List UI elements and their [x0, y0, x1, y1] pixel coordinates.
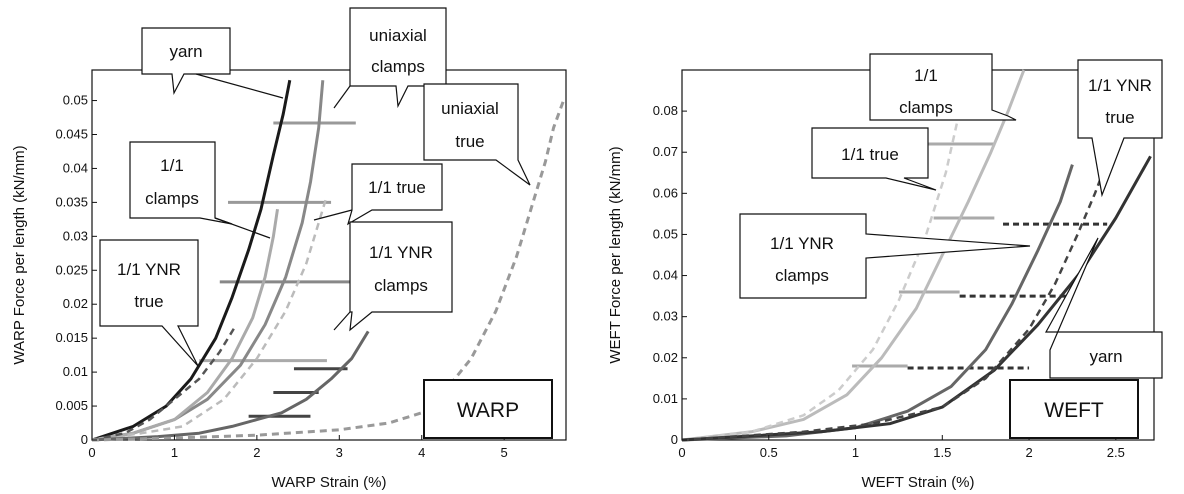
warp-series-0-line — [91, 79, 292, 442]
weft-y-axis-label: WEFT Force per length (kN/mm) — [607, 146, 624, 363]
weft-y-tick-label-4: 0.04 — [653, 268, 678, 283]
warp-y-tick-label-3: 0.015 — [55, 330, 88, 345]
warp-series-6-line — [91, 100, 565, 442]
callout-1-1-ynr-clamps-text-1: 1/1 YNR — [369, 243, 433, 262]
callout-weft-yarn-text: yarn — [1089, 347, 1122, 366]
callout-weft-1-1-clamps-text-1: 1/1 — [914, 66, 938, 85]
weft-y-tick-label-6: 0.06 — [653, 185, 678, 200]
weft-y-tick-label-5: 0.05 — [653, 226, 678, 241]
callout-1-1-ynr-true: 1/1 YNR true — [99, 239, 199, 367]
callout-yarn-text: yarn — [169, 42, 202, 61]
warp-y-tick-label-5: 0.025 — [55, 262, 88, 277]
callout-uniaxial-clamps-text-1: uniaxial — [369, 26, 427, 45]
weft-x-tick-label-0: 0 — [678, 445, 685, 460]
warp-y-tick-label-4: 0.02 — [63, 296, 88, 311]
weft-x-tick-label-3: 1.5 — [933, 445, 951, 460]
callout-weft-yarn: yarn — [1044, 237, 1163, 379]
callout-1-1-ynr-clamps-text-2: clamps — [374, 276, 428, 295]
callout-uniaxial-true-text-2: true — [455, 132, 484, 151]
callout-weft-1-1-ynr-clamps-text-1: 1/1 YNR — [770, 234, 834, 253]
warp-series-2-line — [91, 208, 279, 442]
callout-uniaxial-clamps: uniaxial clamps — [333, 7, 447, 109]
warp-y-axis-label: WARP Force per length (kN/mm) — [11, 145, 28, 364]
callout-uniaxial-clamps-text-2: clamps — [371, 57, 425, 76]
callout-weft-1-1-true: 1/1 true — [811, 127, 937, 191]
warp-y-tick-label-7: 0.035 — [55, 194, 88, 209]
callout-weft-1-1-ynr-true-text-1: 1/1 YNR — [1088, 76, 1152, 95]
warp-y-tick-label-0: 0 — [81, 432, 88, 447]
weft-panel-label: WEFT — [1044, 399, 1104, 422]
callout-1-1-clamps-text-1: 1/1 — [160, 156, 184, 175]
warp-x-tick-label-1: 1 — [171, 445, 178, 460]
warp-x-axis-label: WARP Strain (%) — [271, 474, 386, 491]
weft-y-tick-label-2: 0.02 — [653, 350, 678, 365]
warp-series-4-line — [91, 330, 370, 442]
weft-x-tick-label-4: 2 — [1025, 445, 1032, 460]
weft-x-tick-label-1: 0.5 — [760, 445, 778, 460]
callout-yarn: yarn — [141, 27, 284, 99]
callout-weft-1-1-clamps-text-2: clamps — [899, 98, 953, 117]
weft-series-1-line — [681, 110, 961, 442]
callout-uniaxial-true-text-1: uniaxial — [441, 99, 499, 118]
weft-series-4-line — [681, 77, 1138, 442]
callout-1-1-true-text: 1/1 true — [368, 178, 426, 197]
weft-y-tick-label-1: 0.01 — [653, 391, 678, 406]
warp-y-tick-label-8: 0.04 — [63, 160, 88, 175]
weft-x-axis-label: WEFT Strain (%) — [861, 474, 974, 491]
weft-y-tick-label-0: 0 — [671, 432, 678, 447]
weft-x-tick-label-5: 2.5 — [1107, 445, 1125, 460]
callout-uniaxial-true: uniaxial true — [423, 83, 531, 186]
weft-y-tick-label-8: 0.08 — [653, 103, 678, 118]
warp-x-tick-label-5: 5 — [501, 445, 508, 460]
weft-panel-label-box: WEFT — [1009, 379, 1139, 439]
warp-x-tick-label-3: 3 — [336, 445, 343, 460]
warp-y-tick-label-1: 0.005 — [55, 398, 88, 413]
callout-1-1-ynr-true-text-1: 1/1 YNR — [117, 260, 181, 279]
weft-series-0-line — [681, 69, 1026, 442]
warp-y-tick-label-2: 0.01 — [63, 364, 88, 379]
weft-y-tick-label-3: 0.03 — [653, 309, 678, 324]
callout-weft-1-1-clamps: 1/1 clamps — [869, 53, 1017, 121]
warp-y-tick-label-6: 0.03 — [63, 228, 88, 243]
callout-1-1-clamps: 1/1 clamps — [129, 141, 271, 239]
warp-series-3-line — [91, 195, 329, 442]
warp-x-tick-label-2: 2 — [253, 445, 260, 460]
callout-weft-1-1-true-text: 1/1 true — [841, 145, 899, 164]
warp-series-5-line — [91, 323, 238, 442]
warp-panel-label-box: WARP — [423, 379, 553, 439]
callout-1-1-clamps-text-2: clamps — [145, 189, 199, 208]
callout-weft-1-1-ynr-clamps-text-2: clamps — [775, 266, 829, 285]
callout-1-1-ynr-true-text-2: true — [134, 292, 163, 311]
warp-y-tick-label-9: 0.045 — [55, 126, 88, 141]
callout-weft-1-1-ynr-clamps: 1/1 YNR clamps — [739, 213, 1031, 299]
callout-weft-1-1-ynr-true-text-2: true — [1105, 108, 1134, 127]
warp-x-tick-label-0: 0 — [88, 445, 95, 460]
warp-y-tick-label-10: 0.05 — [63, 93, 88, 108]
weft-y-tick-label-7: 0.07 — [653, 144, 678, 159]
warp-panel-label: WARP — [457, 399, 519, 422]
weft-chart: 0 0.5 1 1.5 2 2.5 0 0.01 0.02 0.03 0.04 0.05 0.06 0.0… — [607, 53, 1163, 491]
callout-1-1-true: 1/1 true — [313, 163, 443, 226]
callout-weft-1-1-ynr-true: 1/1 YNR true — [1077, 59, 1163, 198]
warp-x-tick-label-4: 4 — [418, 445, 425, 460]
weft-x-tick-label-2: 1 — [852, 445, 859, 460]
callout-1-1-ynr-clamps: 1/1 YNR clamps — [333, 221, 453, 332]
warp-chart: 0 1 2 3 4 5 0 0.005 0.01 0.015 0.02 0.025 0.03 0.035 0… — [11, 7, 567, 491]
